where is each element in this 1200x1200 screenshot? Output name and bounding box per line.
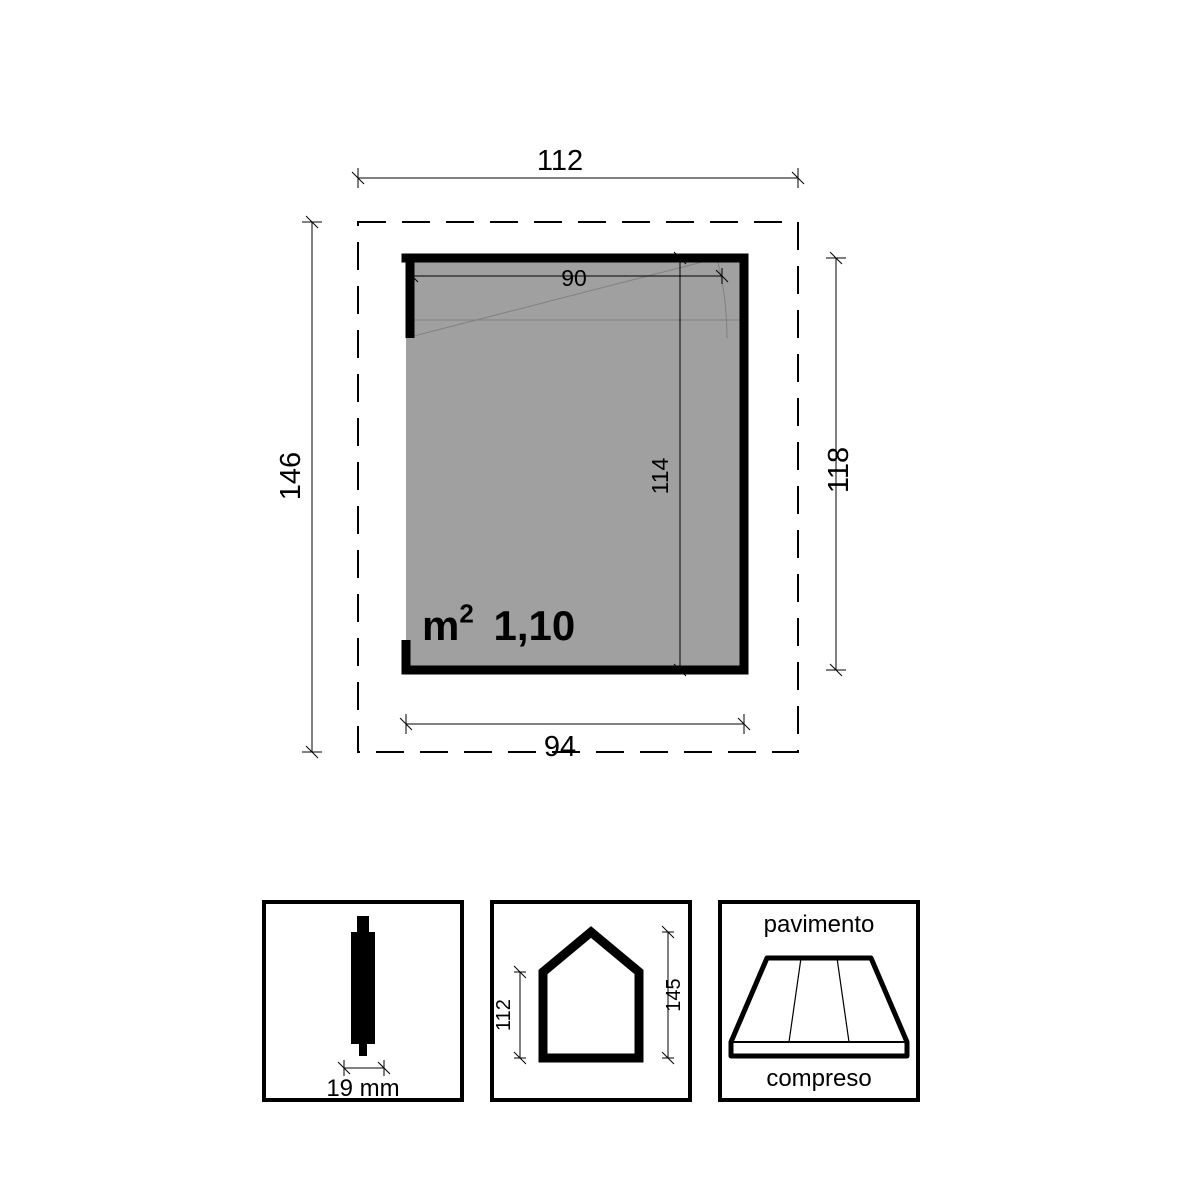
technical-drawing: m2 1,10 112 94 146 118 90 114 19 mm 112 145 pavime… — [0, 0, 1200, 1200]
svg-text:90: 90 — [561, 265, 587, 291]
svg-text:118: 118 — [823, 447, 855, 493]
svg-text:145: 145 — [663, 978, 685, 1011]
svg-text:112: 112 — [537, 145, 583, 177]
area-label: m2 1,10 — [422, 598, 575, 649]
dimension: 112 — [352, 145, 804, 188]
dimension: 146 — [275, 216, 322, 758]
svg-text:19 mm: 19 mm — [326, 1075, 399, 1102]
plank-profile-icon — [351, 916, 375, 1056]
svg-text:114: 114 — [647, 457, 673, 494]
dimension: 118 — [823, 252, 855, 676]
dimension: 94 — [400, 714, 750, 763]
svg-text:compreso: compreso — [766, 1065, 871, 1092]
svg-text:pavimento: pavimento — [764, 911, 875, 938]
svg-text:146: 146 — [275, 452, 307, 500]
svg-text:94: 94 — [544, 731, 576, 763]
svg-text:112: 112 — [493, 999, 515, 1031]
